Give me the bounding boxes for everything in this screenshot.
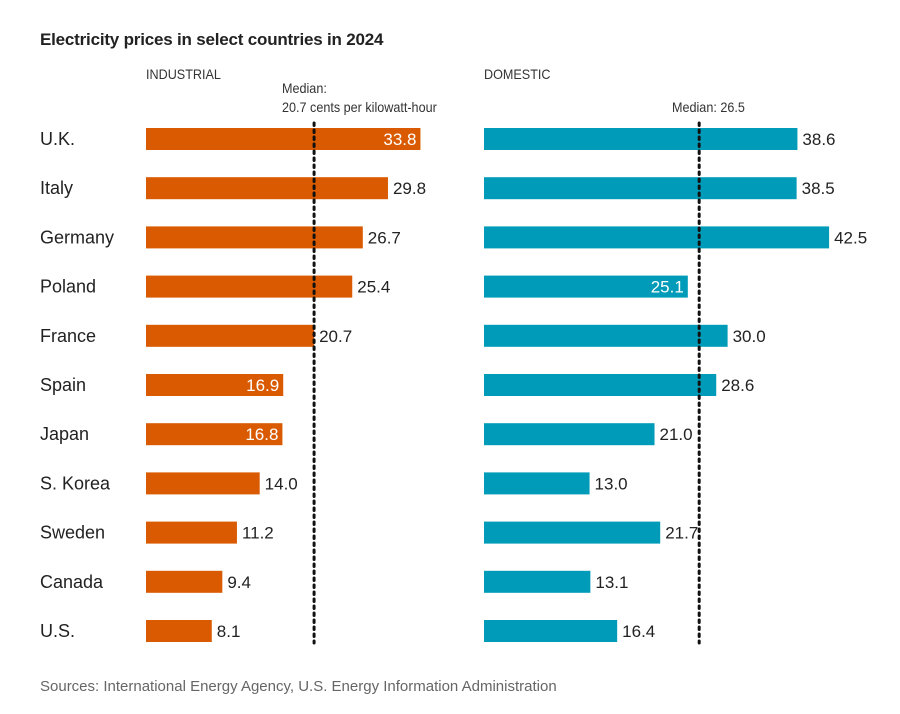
industrial-data-label: 16.9	[246, 376, 279, 395]
category-label: U.K.	[40, 129, 75, 149]
domestic-bar	[484, 570, 591, 593]
industrial-median-label: Median: 20.7 cents per kilowatt-hour	[282, 79, 437, 117]
industrial-median-label-line1: Median:	[282, 80, 327, 96]
source-note: Sources: International Energy Agency, U.…	[40, 678, 557, 695]
industrial-data-label: 14.0	[265, 474, 298, 493]
domestic-data-label: 42.5	[834, 228, 867, 247]
category-label: France	[40, 326, 96, 346]
domestic-data-label: 38.6	[802, 130, 835, 149]
domestic-bar	[484, 423, 655, 446]
domestic-bar	[484, 472, 590, 495]
domestic-bar	[484, 324, 728, 347]
domestic-data-label: 38.5	[802, 179, 835, 198]
industrial-bar	[146, 423, 283, 446]
industrial-data-label: 29.8	[393, 179, 426, 198]
industrial-bar	[146, 324, 315, 347]
category-label: Japan	[40, 424, 89, 444]
industrial-bar	[146, 177, 388, 200]
domestic-data-label: 25.1	[651, 278, 684, 297]
industrial-median-label-line2: 20.7 cents per kilowatt-hour	[282, 99, 437, 115]
industrial-bar	[146, 374, 284, 396]
domestic-bar	[484, 177, 797, 200]
industrial-data-label: 8.1	[217, 622, 241, 641]
industrial-data-label: 26.7	[368, 228, 401, 247]
domestic-bar	[484, 275, 688, 298]
domestic-median-label-line1: Median: 26.5	[672, 99, 745, 115]
category-label: Germany	[40, 227, 114, 247]
domestic-median-label: Median: 26.5	[672, 98, 745, 117]
industrial-data-label: 16.8	[245, 425, 278, 444]
industrial-bar	[146, 521, 237, 544]
domestic-bar	[484, 128, 798, 150]
domestic-panel-label: DOMESTIC	[484, 66, 551, 82]
industrial-panel-label: INDUSTRIAL	[146, 66, 221, 82]
category-label: Poland	[40, 277, 96, 297]
category-label: S. Korea	[40, 473, 111, 493]
domestic-data-label: 30.0	[733, 327, 766, 346]
industrial-data-label: 25.4	[357, 278, 390, 297]
industrial-bar	[146, 620, 212, 642]
category-label: U.S.	[40, 621, 75, 641]
domestic-data-label: 28.6	[721, 376, 754, 395]
industrial-bar	[146, 570, 223, 593]
chart-title: Electricity prices in select countries i…	[40, 30, 384, 49]
domestic-data-label: 13.1	[595, 573, 628, 592]
category-label: Sweden	[40, 523, 105, 543]
industrial-bar	[146, 226, 363, 249]
category-label: Italy	[40, 178, 73, 198]
industrial-data-label: 33.8	[383, 130, 416, 149]
industrial-bar	[146, 128, 421, 150]
industrial-data-label: 9.4	[227, 573, 251, 592]
industrial-bar	[146, 472, 260, 495]
industrial-bar	[146, 275, 353, 298]
domestic-data-label: 16.4	[622, 622, 655, 641]
category-label: Spain	[40, 375, 86, 395]
domestic-bar	[484, 226, 830, 249]
industrial-data-label: 20.7	[319, 327, 352, 346]
domestic-bar	[484, 374, 717, 396]
category-label: Canada	[40, 572, 104, 592]
domestic-data-label: 21.7	[665, 524, 698, 543]
domestic-data-label: 13.0	[595, 474, 628, 493]
industrial-data-label: 11.2	[242, 524, 274, 543]
domestic-data-label: 21.0	[660, 425, 693, 444]
domestic-bar	[484, 521, 661, 544]
domestic-bar	[484, 620, 618, 642]
